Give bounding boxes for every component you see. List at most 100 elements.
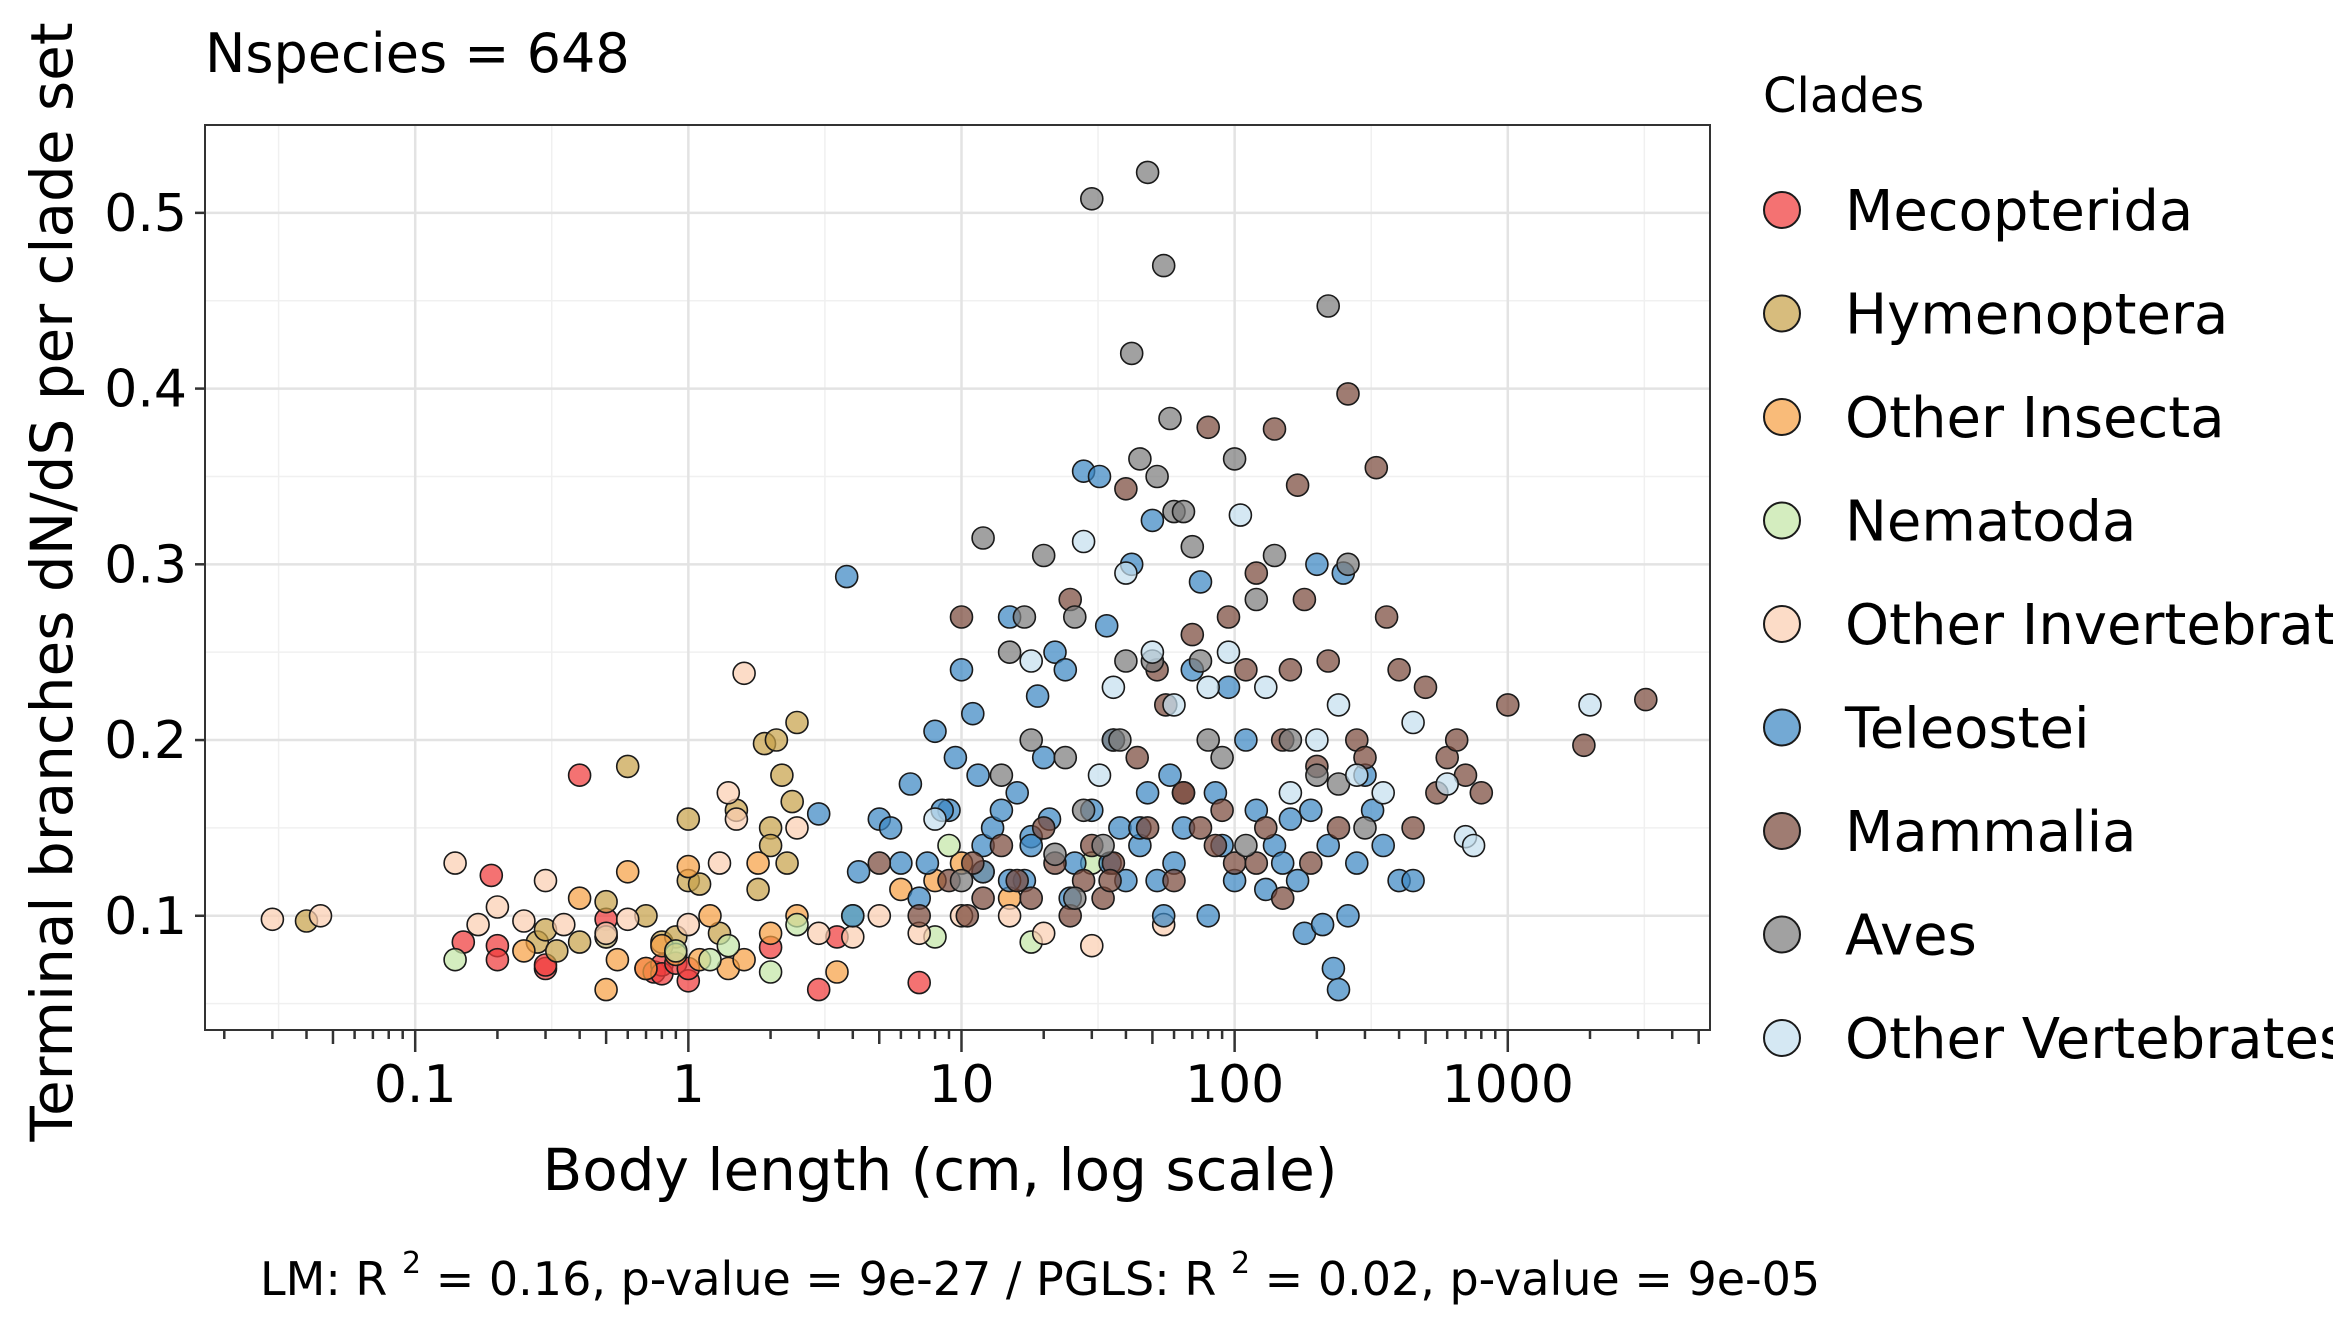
data-point <box>479 863 504 888</box>
data-point <box>1374 605 1399 629</box>
data-point <box>971 886 995 911</box>
data-point <box>915 851 940 875</box>
data-point <box>907 903 932 928</box>
caption: LM: R 2 = 0.16, p-value = 9e-27 / PGLS: … <box>260 1230 1820 1306</box>
data-point <box>663 939 688 963</box>
y-tick-label: 0.4 <box>104 360 187 420</box>
legend-swatch <box>1763 708 1801 747</box>
data-point <box>1572 733 1596 758</box>
data-point <box>1114 561 1138 585</box>
data-point <box>594 889 618 914</box>
data-point <box>1071 529 1096 554</box>
data-point <box>1140 640 1165 665</box>
data-point <box>1171 780 1196 805</box>
data-point <box>1278 657 1303 682</box>
data-point <box>780 789 805 814</box>
data-point <box>1262 543 1287 568</box>
data-point <box>1114 649 1138 673</box>
data-point <box>1321 956 1346 981</box>
data-point <box>746 877 770 902</box>
data-point <box>1087 464 1112 489</box>
data-point <box>1043 842 1067 867</box>
data-point <box>1128 447 1152 471</box>
data-point <box>1125 745 1149 770</box>
data-point <box>1401 816 1425 840</box>
data-point <box>1196 675 1220 700</box>
data-point <box>989 798 1014 823</box>
data-point <box>466 912 490 937</box>
data-point <box>1108 816 1132 840</box>
data-point <box>1336 903 1360 928</box>
data-point <box>1326 977 1351 1002</box>
data-point <box>1310 912 1335 937</box>
data-point <box>770 763 794 788</box>
legend-item: Aves <box>1763 904 1977 969</box>
data-point <box>764 728 789 752</box>
legend-label: Other Invertebrates <box>1845 593 2333 658</box>
data-point <box>1158 763 1182 788</box>
data-point <box>971 526 995 550</box>
data-point <box>1114 476 1138 501</box>
data-point <box>1254 816 1278 840</box>
x-axis-title: Body length (cm, log scale) <box>543 1136 1338 1204</box>
data-point <box>1151 253 1176 278</box>
series-mammalia <box>867 382 1658 928</box>
data-point <box>775 851 799 875</box>
data-point <box>1180 622 1205 647</box>
data-point <box>1019 728 1043 752</box>
data-point <box>1094 613 1119 638</box>
chart-subtitle: Nspecies = 648 <box>205 22 630 85</box>
data-point <box>533 868 558 893</box>
data-point <box>1435 772 1459 796</box>
data-point <box>937 833 961 858</box>
data-point <box>1299 798 1323 823</box>
data-point <box>825 960 849 984</box>
data-point <box>1262 417 1287 441</box>
data-point <box>1019 833 1043 858</box>
data-point <box>1188 816 1213 840</box>
data-point <box>1063 886 1087 911</box>
x-tick-label: 1000 <box>1442 1055 1574 1115</box>
data-point <box>1135 160 1160 185</box>
data-point <box>1031 543 1056 568</box>
data-point <box>1188 649 1213 673</box>
data-point <box>840 903 865 928</box>
data-point <box>1270 886 1295 911</box>
legend-swatch <box>1763 605 1801 643</box>
data-point <box>676 912 701 937</box>
data-point <box>960 851 985 875</box>
legend-label: Mecopterida <box>1845 179 2193 244</box>
data-point <box>1196 903 1220 928</box>
data-point <box>846 859 871 884</box>
legend-swatch <box>1763 915 1801 954</box>
data-point <box>1063 605 1087 629</box>
legend-swatch <box>1763 1019 1801 1057</box>
data-point <box>867 851 892 875</box>
y-tick-label: 0.1 <box>104 887 187 947</box>
data-point <box>1316 294 1340 318</box>
x-tick-label: 1 <box>672 1055 705 1115</box>
data-point <box>1012 605 1037 629</box>
data-point <box>1371 833 1395 858</box>
plot-frame <box>204 124 1711 1031</box>
data-point <box>1019 649 1043 673</box>
data-point <box>1371 780 1395 805</box>
data-point <box>1387 657 1411 682</box>
data-point <box>551 912 576 937</box>
data-point <box>1244 587 1269 612</box>
data-point <box>615 754 640 779</box>
series-other-invertebrates <box>260 661 1176 958</box>
data-point <box>707 851 732 875</box>
data-point <box>1203 833 1228 858</box>
data-point <box>1299 851 1323 875</box>
data-point <box>1216 640 1241 665</box>
data-point <box>676 854 701 879</box>
data-point <box>1305 552 1329 577</box>
legend-items: Mecopterida Hymenoptera Other Insecta Nemat… <box>1763 179 2333 1072</box>
data-point <box>907 970 932 995</box>
data-point <box>898 772 923 796</box>
data-point <box>1216 675 1241 700</box>
legend-label: Other Insecta <box>1845 386 2225 451</box>
legend-item: Other Invertebrates <box>1763 593 2333 658</box>
